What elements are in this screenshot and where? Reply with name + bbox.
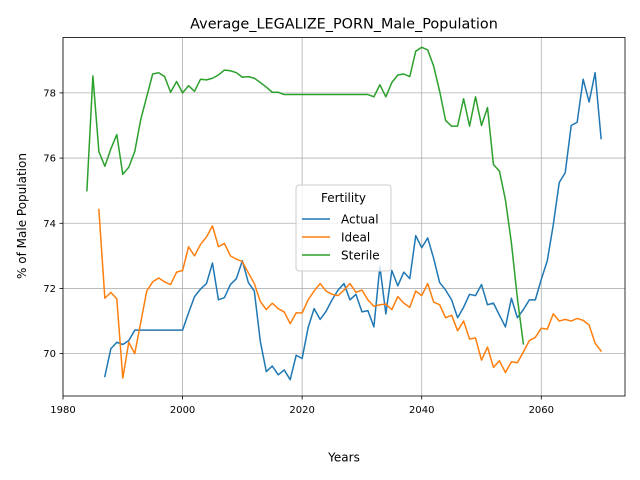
series-line-sterile	[86, 46, 525, 345]
y-tick-label: 78	[43, 89, 56, 100]
legend-label-sterile: Sterile	[341, 249, 380, 263]
chart-title: Average_LEGALIZE_PORN_Male_Population	[190, 17, 498, 33]
legend-label-ideal: Ideal	[341, 231, 370, 245]
y-axis-ticks: 70 72 74 76 78	[43, 89, 63, 360]
x-tick-label: 2000	[170, 405, 195, 416]
x-tick-label: 1980	[50, 405, 75, 416]
y-tick-label: 72	[43, 284, 56, 295]
x-tick-label: 2060	[529, 405, 554, 416]
legend-title: Fertility	[321, 191, 366, 205]
x-axis-label: Years	[327, 451, 360, 465]
y-tick-label: 70	[43, 349, 56, 360]
legend-label-actual: Actual	[341, 213, 379, 227]
legend-box	[295, 184, 392, 272]
x-tick-label: 2020	[289, 405, 314, 416]
x-axis-ticks: 1980 2000 2020 2040 2060	[50, 396, 554, 416]
plot-frame	[62, 37, 626, 397]
y-tick-label: 76	[43, 154, 56, 165]
data-lines	[86, 46, 603, 381]
series-line-actual	[103, 71, 602, 381]
series-line-ideal	[98, 208, 603, 379]
x-tick-label: 2040	[409, 405, 434, 416]
legend: Fertility Actual Ideal Sterile	[295, 184, 392, 272]
y-tick-label: 74	[43, 219, 56, 230]
y-axis-label: % of Male Population	[15, 153, 29, 279]
